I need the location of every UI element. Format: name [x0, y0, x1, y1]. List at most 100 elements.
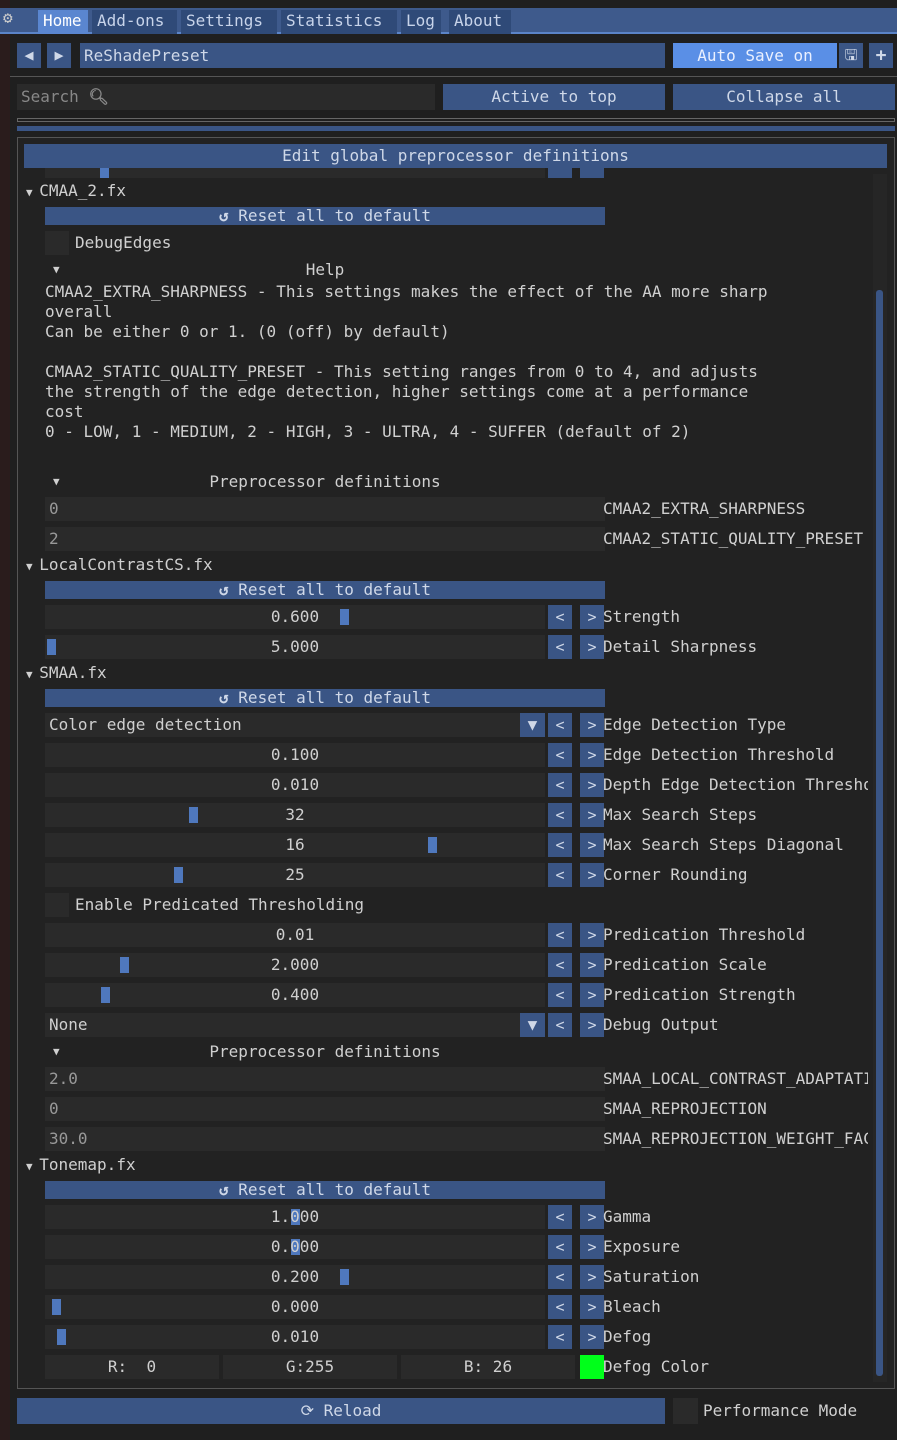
- decrement-button[interactable]: <: [548, 863, 572, 887]
- increment-button[interactable]: >: [580, 773, 604, 797]
- dropdown-arrow-icon[interactable]: ▼: [520, 713, 545, 737]
- increment-button[interactable]: >: [580, 1325, 604, 1349]
- splitter[interactable]: [17, 118, 895, 122]
- slider[interactable]: 0.100: [45, 743, 545, 767]
- slider[interactable]: 25: [45, 863, 545, 887]
- color-channel-b[interactable]: B: 26: [401, 1355, 575, 1379]
- effect-header[interactable]: ▼ LocalContrastCS.fx: [26, 551, 868, 578]
- decrement-button[interactable]: <: [548, 1205, 572, 1229]
- reload-button[interactable]: ⟳ Reload: [17, 1398, 665, 1424]
- tab-log[interactable]: Log: [401, 10, 441, 34]
- preset-selector[interactable]: ReShadePreset: [80, 43, 665, 68]
- search-input[interactable]: Search 🔍︎: [17, 84, 435, 110]
- slider-grab[interactable]: [52, 1299, 61, 1315]
- performance-mode-checkbox[interactable]: [673, 1398, 698, 1424]
- effect-header[interactable]: ▼ SMAA.fx: [26, 659, 868, 686]
- slider-grab[interactable]: [174, 867, 183, 883]
- decrement-button[interactable]: <: [548, 743, 572, 767]
- increment-button[interactable]: >: [580, 713, 604, 737]
- slider-grab[interactable]: [291, 1239, 300, 1255]
- increment-button[interactable]: >: [580, 863, 604, 887]
- combo-box[interactable]: None ▼: [45, 1013, 545, 1037]
- tree-node[interactable]: ▼ Preprocessor definitions: [18, 470, 868, 494]
- slider[interactable]: 0.01: [45, 923, 545, 947]
- decrement-button[interactable]: <: [548, 983, 572, 1007]
- decrement-button[interactable]: <: [548, 1013, 572, 1037]
- collapse-all-button[interactable]: Collapse all: [673, 84, 895, 110]
- slider-grab[interactable]: [340, 1269, 349, 1285]
- effect-header[interactable]: ▼ Tonemap.fx: [26, 1151, 868, 1178]
- next-preset-button[interactable]: ▶: [47, 43, 71, 68]
- slider[interactable]: 16: [45, 833, 545, 857]
- increment-button[interactable]: >: [580, 923, 604, 947]
- reset-all-button[interactable]: ↺ Reset all to default: [45, 1181, 605, 1199]
- increment-button[interactable]: >: [580, 743, 604, 767]
- increment-button[interactable]: >: [580, 803, 604, 827]
- tab-add-ons[interactable]: Add-ons: [92, 10, 177, 34]
- prev-preset-button[interactable]: ◀: [17, 43, 41, 68]
- slider[interactable]: 32: [45, 803, 545, 827]
- tree-node[interactable]: ▼ Help: [18, 258, 868, 282]
- effect-header[interactable]: ▼ CMAA_2.fx: [26, 180, 868, 204]
- increment-button[interactable]: >: [580, 983, 604, 1007]
- decrement-button[interactable]: <: [548, 953, 572, 977]
- increment-button[interactable]: >: [580, 1013, 604, 1037]
- decrement-button[interactable]: <: [548, 635, 572, 659]
- decrement-button[interactable]: <: [548, 605, 572, 629]
- slider[interactable]: 0.000: [45, 1235, 545, 1259]
- increment-button[interactable]: >: [580, 605, 604, 629]
- slider-grab[interactable]: [101, 987, 110, 1003]
- reset-all-button[interactable]: ↺ Reset all to default: [45, 581, 605, 599]
- scrollbar[interactable]: [873, 174, 887, 1382]
- increment-button[interactable]: >: [580, 953, 604, 977]
- edit-global-defs-button[interactable]: Edit global preprocessor definitions: [24, 144, 887, 168]
- increment-button[interactable]: >: [580, 1265, 604, 1289]
- color-swatch[interactable]: [580, 1355, 604, 1379]
- increment-button[interactable]: >: [580, 1295, 604, 1319]
- preprocessor-value-input[interactable]: 0: [45, 497, 605, 521]
- slider[interactable]: 0.000: [45, 1295, 545, 1319]
- slider-grab[interactable]: [189, 807, 198, 823]
- save-icon[interactable]: 🖫: [839, 43, 863, 68]
- preprocessor-value-input[interactable]: 2.0: [45, 1067, 605, 1091]
- color-channel-r[interactable]: R: 0: [45, 1355, 219, 1379]
- slider-grab[interactable]: [291, 1209, 300, 1225]
- decrement-button[interactable]: <: [548, 833, 572, 857]
- add-preset-icon[interactable]: +: [869, 43, 893, 68]
- scrollbar-thumb[interactable]: [876, 290, 883, 1376]
- preprocessor-value-input[interactable]: 2: [45, 527, 605, 551]
- decrement-button[interactable]: <: [548, 1325, 572, 1349]
- preprocessor-value-input[interactable]: 30.0: [45, 1127, 605, 1151]
- auto-save-button[interactable]: Auto Save on: [673, 43, 837, 68]
- decrement-button[interactable]: <: [548, 1265, 572, 1289]
- increment-button[interactable]: >: [580, 635, 604, 659]
- slider-grab[interactable]: [120, 957, 129, 973]
- increment-button[interactable]: >: [580, 833, 604, 857]
- slider[interactable]: 0.200: [45, 1265, 545, 1289]
- preprocessor-value-input[interactable]: 0: [45, 1097, 605, 1121]
- decrement-button[interactable]: <: [548, 773, 572, 797]
- slider[interactable]: 0.400: [45, 983, 545, 1007]
- tab-statistics[interactable]: Statistics: [281, 10, 397, 34]
- reset-all-button[interactable]: ↺ Reset all to default: [45, 207, 605, 225]
- slider-grab[interactable]: [340, 609, 349, 625]
- checkbox[interactable]: [45, 231, 69, 255]
- slider[interactable]: 0.010: [45, 1325, 545, 1349]
- tab-settings[interactable]: Settings: [181, 10, 277, 34]
- tree-node[interactable]: ▼ Preprocessor definitions: [18, 1040, 868, 1064]
- checkbox[interactable]: [45, 893, 69, 917]
- tab-about[interactable]: About: [449, 10, 511, 34]
- slider[interactable]: 1.000: [45, 1205, 545, 1229]
- decrement-button[interactable]: <: [548, 1295, 572, 1319]
- color-channel-g[interactable]: G:255: [223, 1355, 397, 1379]
- dropdown-arrow-icon[interactable]: ▼: [520, 1013, 545, 1037]
- combo-box[interactable]: Color edge detection ▼: [45, 713, 545, 737]
- active-to-top-button[interactable]: Active to top: [443, 84, 665, 110]
- reset-all-button[interactable]: ↺ Reset all to default: [45, 689, 605, 707]
- slider-grab[interactable]: [57, 1329, 66, 1345]
- slider[interactable]: 5.000: [45, 635, 545, 659]
- increment-button[interactable]: >: [580, 1205, 604, 1229]
- decrement-button[interactable]: <: [548, 713, 572, 737]
- increment-button[interactable]: >: [580, 1235, 604, 1259]
- slider-grab[interactable]: [47, 639, 56, 655]
